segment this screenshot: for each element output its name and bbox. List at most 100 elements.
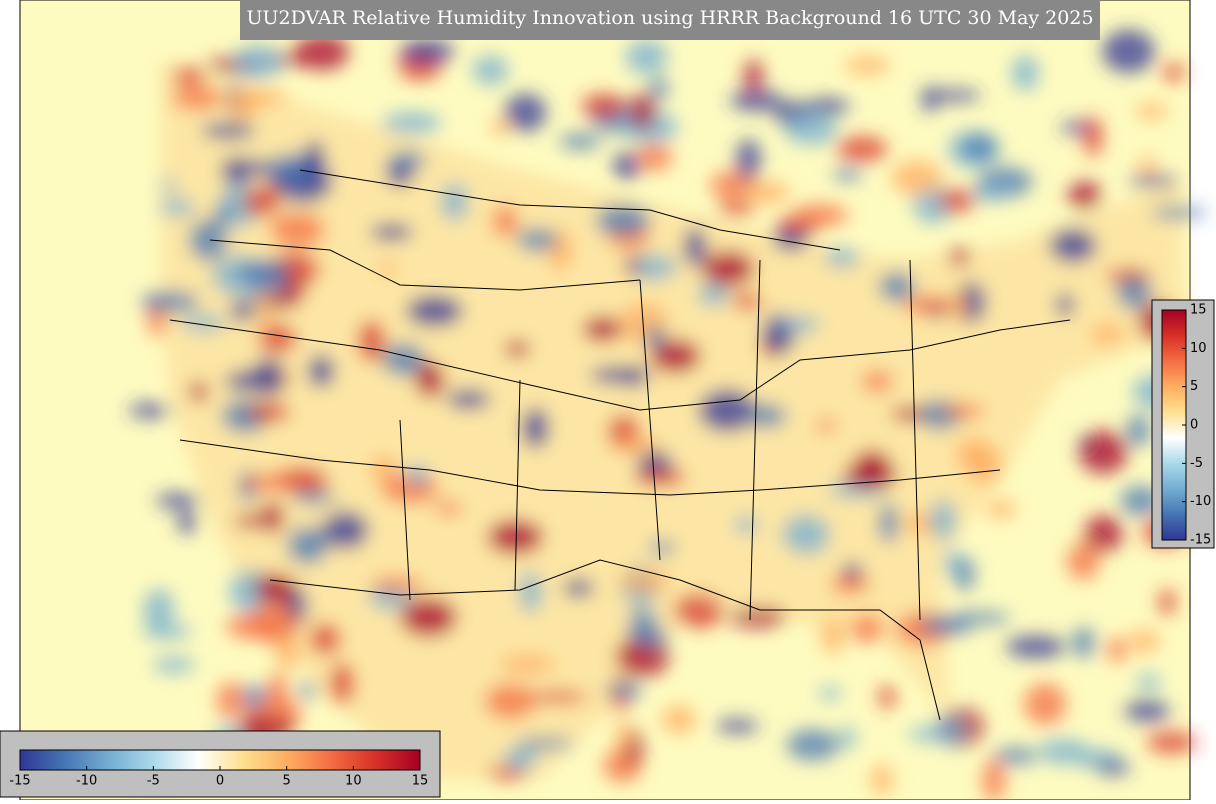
tick-label: 0	[216, 774, 224, 789]
humidity-blob	[233, 44, 283, 79]
humidity-blob	[446, 389, 491, 410]
humidity-blob	[938, 188, 975, 213]
humidity-blob	[968, 185, 1014, 202]
tick-label: -5	[147, 774, 160, 789]
humidity-blob	[160, 178, 178, 192]
humidity-blob	[649, 76, 669, 101]
humidity-blob	[649, 338, 701, 374]
humidity-blob	[645, 325, 666, 349]
humidity-blob	[717, 201, 756, 217]
humidity-blob	[375, 263, 399, 276]
humidity-blob	[732, 293, 762, 311]
humidity-blob	[241, 685, 267, 708]
humidity-blob	[159, 198, 195, 217]
humidity-blob	[878, 502, 899, 544]
humidity-blob	[152, 656, 195, 674]
humidity-blob	[929, 499, 957, 541]
humidity-blob	[220, 156, 255, 185]
humidity-blob	[307, 354, 335, 388]
humidity-blob	[176, 512, 198, 534]
humidity-blob	[615, 636, 669, 677]
humidity-blob	[563, 579, 594, 598]
humidity-blob	[382, 343, 425, 377]
humidity-blob	[878, 684, 896, 710]
humidity-blob	[241, 474, 301, 491]
humidity-blob	[729, 89, 784, 111]
humidity-blob	[673, 592, 724, 629]
humidity-blob	[715, 719, 759, 734]
humidity-blob	[891, 406, 926, 422]
humidity-blob	[830, 574, 870, 595]
humidity-blob	[982, 758, 1006, 803]
humidity-blob	[904, 512, 935, 536]
humidity-blob	[1138, 156, 1158, 175]
humidity-blob	[747, 404, 786, 428]
humidity-blob	[583, 316, 623, 342]
humidity-blob	[955, 437, 992, 471]
humidity-blob	[619, 569, 670, 595]
humidity-blob	[370, 577, 424, 593]
humidity-blob	[1124, 700, 1171, 722]
humidity-blob	[649, 540, 675, 555]
humidity-blob	[237, 259, 292, 285]
humidity-blob	[256, 287, 275, 328]
humidity-blob	[303, 140, 326, 182]
humidity-blob	[528, 690, 589, 704]
humidity-blob	[934, 714, 966, 747]
humidity-blob	[247, 402, 291, 423]
humidity-blob	[329, 662, 355, 705]
humidity-blob	[257, 324, 298, 354]
humidity-blob	[299, 681, 316, 700]
humidity-blob	[357, 319, 386, 363]
humidity-blob	[629, 254, 678, 281]
humidity-blob	[943, 549, 964, 577]
humidity-blob	[519, 571, 543, 614]
humidity-blob	[499, 654, 555, 675]
humidity-blob	[1072, 626, 1095, 659]
humidity-blob	[629, 92, 656, 130]
humidity-blob	[521, 407, 550, 449]
humidity-blob	[1150, 206, 1206, 220]
humidity-blob	[698, 389, 756, 433]
humidity-blob	[832, 168, 863, 182]
humidity-blob	[172, 66, 205, 86]
humidity-blob	[697, 282, 730, 307]
humidity-field	[128, 29, 1206, 803]
humidity-blob	[891, 160, 943, 196]
title-box	[240, 0, 1100, 40]
humidity-blob	[951, 288, 969, 324]
tick-label: 15	[412, 774, 429, 789]
humidity-blob	[559, 133, 601, 150]
humidity-blob	[492, 205, 519, 238]
humidity-blob	[1162, 63, 1186, 82]
humidity-blob	[516, 737, 575, 750]
humidity-blob	[404, 465, 430, 487]
humidity-blob	[985, 499, 1017, 519]
humidity-blob	[701, 250, 755, 287]
humidity-blob	[1128, 175, 1180, 188]
humidity-blob	[484, 683, 537, 720]
humidity-blob	[824, 248, 860, 268]
humidity-blob	[1078, 430, 1128, 474]
tick-label: -10	[76, 774, 97, 789]
humidity-blob	[836, 136, 888, 162]
humidity-blob	[636, 143, 673, 172]
humidity-blob	[387, 151, 427, 170]
map-title: UU2DVAR Relative Humidity Innovation usi…	[246, 7, 1093, 29]
humidity-blob	[581, 93, 626, 119]
humidity-blob	[903, 295, 954, 316]
humidity-blob	[188, 218, 229, 262]
humidity-blob	[617, 366, 650, 387]
humidity-blob	[734, 515, 759, 534]
humidity-blob	[661, 704, 697, 735]
humidity-blob	[850, 614, 884, 644]
humidity-blob	[400, 39, 455, 64]
humidity-blob	[516, 228, 558, 252]
humidity-blob	[502, 747, 538, 771]
humidity-blob	[260, 501, 284, 534]
humidity-blob	[230, 299, 254, 323]
humidity-blob	[818, 686, 842, 701]
tick-label: -15	[1190, 533, 1211, 548]
humidity-blob	[870, 764, 894, 796]
